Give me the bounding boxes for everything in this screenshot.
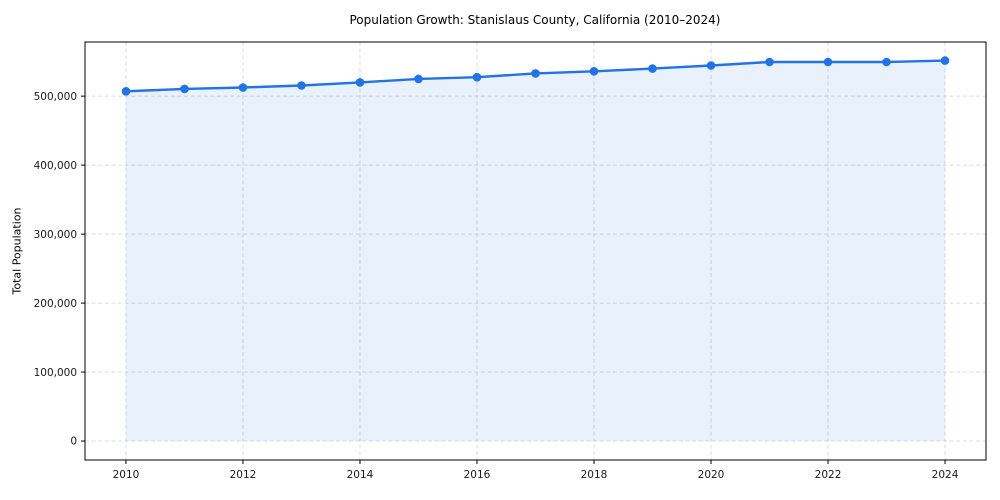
data-point	[180, 84, 189, 94]
x-tick-label: 2014	[347, 469, 374, 481]
data-point	[297, 81, 306, 90]
data-point	[940, 56, 950, 65]
y-tick-label: 100,000	[34, 367, 77, 379]
data-point	[531, 69, 540, 78]
data-point	[238, 83, 248, 92]
data-point	[355, 78, 365, 87]
x-tick-label: 2018	[581, 469, 608, 481]
chart-title: Population Growth: Stanislaus County, Ca…	[349, 13, 721, 27]
y-tick-label: 0	[70, 436, 77, 448]
x-tick-label: 2020	[698, 469, 725, 481]
data-point	[648, 64, 657, 73]
plot-border	[84, 41, 987, 461]
x-tick-label: 2022	[815, 469, 842, 481]
data-point	[414, 74, 423, 84]
x-tick-label: 2010	[113, 469, 140, 481]
data-point	[121, 87, 131, 96]
y-tick-label: 400,000	[34, 160, 77, 172]
x-tick-label: 2024	[932, 469, 959, 481]
y-tick-label: 300,000	[34, 229, 77, 241]
area-fill	[126, 60, 945, 441]
data-point	[823, 57, 833, 67]
x-tick-label: 2016	[464, 469, 491, 481]
x-tick-label: 2012	[230, 469, 257, 481]
data-point	[882, 57, 891, 67]
data-point	[765, 57, 774, 67]
y-tick-label: 200,000	[34, 298, 77, 310]
data-point	[706, 61, 716, 70]
data-point	[589, 67, 599, 76]
data-point	[472, 72, 482, 82]
y-tick-label: 500,000	[34, 91, 77, 103]
